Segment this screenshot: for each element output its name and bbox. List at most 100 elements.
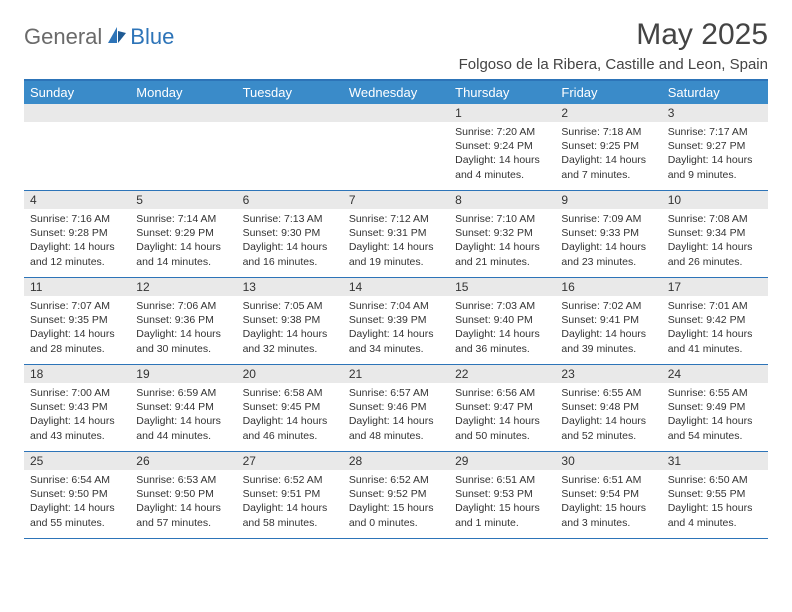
- day-number: 25: [24, 452, 130, 470]
- day-cell: 18Sunrise: 7:00 AMSunset: 9:43 PMDayligh…: [24, 365, 130, 451]
- sunrise-text: Sunrise: 7:20 AM: [455, 125, 549, 139]
- day-cell: 13Sunrise: 7:05 AMSunset: 9:38 PMDayligh…: [237, 278, 343, 364]
- day-details: Sunrise: 7:06 AMSunset: 9:36 PMDaylight:…: [130, 296, 236, 360]
- sunrise-text: Sunrise: 6:53 AM: [136, 473, 230, 487]
- sunrise-text: Sunrise: 6:52 AM: [349, 473, 443, 487]
- sunset-text: Sunset: 9:25 PM: [561, 139, 655, 153]
- day-details: Sunrise: 7:07 AMSunset: 9:35 PMDaylight:…: [24, 296, 130, 360]
- week-row: 4Sunrise: 7:16 AMSunset: 9:28 PMDaylight…: [24, 191, 768, 278]
- day-details: Sunrise: 6:50 AMSunset: 9:55 PMDaylight:…: [662, 470, 768, 534]
- day-cell: 28Sunrise: 6:52 AMSunset: 9:52 PMDayligh…: [343, 452, 449, 538]
- logo-text-general: General: [24, 24, 102, 50]
- day-number: 13: [237, 278, 343, 296]
- sunset-text: Sunset: 9:51 PM: [243, 487, 337, 501]
- sunrise-text: Sunrise: 6:55 AM: [668, 386, 762, 400]
- week-row: 1Sunrise: 7:20 AMSunset: 9:24 PMDaylight…: [24, 104, 768, 191]
- day-cell: 11Sunrise: 7:07 AMSunset: 9:35 PMDayligh…: [24, 278, 130, 364]
- day-details: Sunrise: 7:05 AMSunset: 9:38 PMDaylight:…: [237, 296, 343, 360]
- location-label: Folgoso de la Ribera, Castille and Leon,…: [459, 56, 768, 73]
- day-cell: 1Sunrise: 7:20 AMSunset: 9:24 PMDaylight…: [449, 104, 555, 190]
- day-cell: 12Sunrise: 7:06 AMSunset: 9:36 PMDayligh…: [130, 278, 236, 364]
- day-cell: 10Sunrise: 7:08 AMSunset: 9:34 PMDayligh…: [662, 191, 768, 277]
- day-cell: 3Sunrise: 7:17 AMSunset: 9:27 PMDaylight…: [662, 104, 768, 190]
- day-cell: 16Sunrise: 7:02 AMSunset: 9:41 PMDayligh…: [555, 278, 661, 364]
- day-number: [130, 104, 236, 122]
- sunset-text: Sunset: 9:46 PM: [349, 400, 443, 414]
- sunrise-text: Sunrise: 7:01 AM: [668, 299, 762, 313]
- daylight-text: Daylight: 14 hours and 52 minutes.: [561, 414, 655, 442]
- logo: General Blue: [24, 18, 174, 50]
- daylight-text: Daylight: 14 hours and 14 minutes.: [136, 240, 230, 268]
- day-number: 9: [555, 191, 661, 209]
- day-details: Sunrise: 7:03 AMSunset: 9:40 PMDaylight:…: [449, 296, 555, 360]
- day-header-row: Sunday Monday Tuesday Wednesday Thursday…: [24, 81, 768, 104]
- sunset-text: Sunset: 9:28 PM: [30, 226, 124, 240]
- day-details: Sunrise: 6:53 AMSunset: 9:50 PMDaylight:…: [130, 470, 236, 534]
- day-header: Sunday: [24, 81, 130, 104]
- day-header: Saturday: [662, 81, 768, 104]
- day-number: 24: [662, 365, 768, 383]
- day-details: Sunrise: 6:56 AMSunset: 9:47 PMDaylight:…: [449, 383, 555, 447]
- day-details: Sunrise: 7:08 AMSunset: 9:34 PMDaylight:…: [662, 209, 768, 273]
- sunset-text: Sunset: 9:49 PM: [668, 400, 762, 414]
- sunset-text: Sunset: 9:27 PM: [668, 139, 762, 153]
- sunrise-text: Sunrise: 7:17 AM: [668, 125, 762, 139]
- day-details: Sunrise: 7:10 AMSunset: 9:32 PMDaylight:…: [449, 209, 555, 273]
- daylight-text: Daylight: 14 hours and 7 minutes.: [561, 153, 655, 181]
- day-cell: 14Sunrise: 7:04 AMSunset: 9:39 PMDayligh…: [343, 278, 449, 364]
- sunrise-text: Sunrise: 7:00 AM: [30, 386, 124, 400]
- sunrise-text: Sunrise: 7:18 AM: [561, 125, 655, 139]
- daylight-text: Daylight: 14 hours and 55 minutes.: [30, 501, 124, 529]
- weeks-container: 1Sunrise: 7:20 AMSunset: 9:24 PMDaylight…: [24, 104, 768, 539]
- day-details: Sunrise: 7:00 AMSunset: 9:43 PMDaylight:…: [24, 383, 130, 447]
- day-number: 17: [662, 278, 768, 296]
- sunrise-text: Sunrise: 7:05 AM: [243, 299, 337, 313]
- sunrise-text: Sunrise: 7:12 AM: [349, 212, 443, 226]
- week-row: 11Sunrise: 7:07 AMSunset: 9:35 PMDayligh…: [24, 278, 768, 365]
- day-cell: 31Sunrise: 6:50 AMSunset: 9:55 PMDayligh…: [662, 452, 768, 538]
- sunset-text: Sunset: 9:32 PM: [455, 226, 549, 240]
- day-number: 14: [343, 278, 449, 296]
- day-header: Wednesday: [343, 81, 449, 104]
- day-details: Sunrise: 6:58 AMSunset: 9:45 PMDaylight:…: [237, 383, 343, 447]
- day-header: Thursday: [449, 81, 555, 104]
- daylight-text: Daylight: 14 hours and 36 minutes.: [455, 327, 549, 355]
- day-details: Sunrise: 6:51 AMSunset: 9:54 PMDaylight:…: [555, 470, 661, 534]
- sail-icon: [106, 25, 128, 50]
- day-cell: 27Sunrise: 6:52 AMSunset: 9:51 PMDayligh…: [237, 452, 343, 538]
- daylight-text: Daylight: 14 hours and 48 minutes.: [349, 414, 443, 442]
- daylight-text: Daylight: 15 hours and 4 minutes.: [668, 501, 762, 529]
- sunrise-text: Sunrise: 7:03 AM: [455, 299, 549, 313]
- daylight-text: Daylight: 14 hours and 21 minutes.: [455, 240, 549, 268]
- day-number: 27: [237, 452, 343, 470]
- day-details: Sunrise: 6:55 AMSunset: 9:49 PMDaylight:…: [662, 383, 768, 447]
- day-number: 6: [237, 191, 343, 209]
- day-number: 15: [449, 278, 555, 296]
- day-cell: 22Sunrise: 6:56 AMSunset: 9:47 PMDayligh…: [449, 365, 555, 451]
- day-cell: 8Sunrise: 7:10 AMSunset: 9:32 PMDaylight…: [449, 191, 555, 277]
- day-number: [24, 104, 130, 122]
- day-number: 18: [24, 365, 130, 383]
- day-details: Sunrise: 7:20 AMSunset: 9:24 PMDaylight:…: [449, 122, 555, 186]
- sunrise-text: Sunrise: 7:07 AM: [30, 299, 124, 313]
- daylight-text: Daylight: 14 hours and 28 minutes.: [30, 327, 124, 355]
- sunset-text: Sunset: 9:54 PM: [561, 487, 655, 501]
- sunset-text: Sunset: 9:39 PM: [349, 313, 443, 327]
- day-number: 8: [449, 191, 555, 209]
- day-number: 20: [237, 365, 343, 383]
- daylight-text: Daylight: 15 hours and 1 minute.: [455, 501, 549, 529]
- sunrise-text: Sunrise: 6:50 AM: [668, 473, 762, 487]
- daylight-text: Daylight: 15 hours and 3 minutes.: [561, 501, 655, 529]
- day-number: 31: [662, 452, 768, 470]
- daylight-text: Daylight: 14 hours and 43 minutes.: [30, 414, 124, 442]
- sunrise-text: Sunrise: 6:59 AM: [136, 386, 230, 400]
- day-cell: 23Sunrise: 6:55 AMSunset: 9:48 PMDayligh…: [555, 365, 661, 451]
- daylight-text: Daylight: 14 hours and 46 minutes.: [243, 414, 337, 442]
- day-cell: 19Sunrise: 6:59 AMSunset: 9:44 PMDayligh…: [130, 365, 236, 451]
- sunset-text: Sunset: 9:55 PM: [668, 487, 762, 501]
- sunset-text: Sunset: 9:50 PM: [30, 487, 124, 501]
- day-number: 4: [24, 191, 130, 209]
- day-cell: [24, 104, 130, 190]
- day-details: Sunrise: 7:16 AMSunset: 9:28 PMDaylight:…: [24, 209, 130, 273]
- day-details: Sunrise: 7:17 AMSunset: 9:27 PMDaylight:…: [662, 122, 768, 186]
